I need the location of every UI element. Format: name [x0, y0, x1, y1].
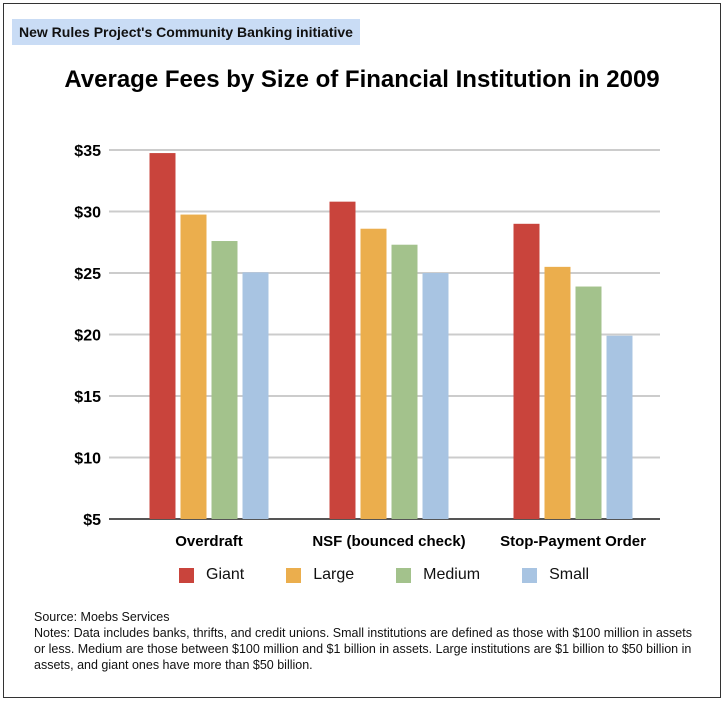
legend-label: Large	[313, 566, 355, 583]
bar-large	[180, 214, 207, 519]
chart-title: Average Fees by Size of Financial Instit…	[64, 66, 660, 93]
bar-giant	[329, 201, 356, 519]
legend-label: Small	[549, 566, 590, 583]
source-text: Source: Moebs Services	[34, 610, 170, 624]
y-tick-label: $15	[74, 389, 101, 406]
y-tick-label: $5	[83, 512, 101, 529]
bar-large	[544, 266, 571, 519]
bar-medium	[391, 244, 418, 519]
legend-item: Large	[286, 566, 354, 584]
bar-small	[606, 335, 633, 519]
y-tick-label: $20	[74, 328, 101, 345]
chart-frame: New Rules Project's Community Banking in…	[3, 3, 721, 698]
y-tick-label: $10	[74, 451, 101, 468]
bar-giant	[149, 153, 176, 519]
legend-item: Small	[522, 566, 589, 584]
x-tick-label: NSF (bounced check)	[312, 533, 465, 550]
legend: Giant Large Medium Small	[179, 566, 589, 584]
notes-text: Notes: Data includes banks, thrifts, and…	[34, 626, 692, 672]
x-tick-label: Overdraft	[175, 533, 243, 550]
notes: Source: Moebs Services Notes: Data inclu…	[34, 609, 694, 673]
bar-giant	[513, 223, 540, 520]
legend-label: Giant	[206, 566, 245, 583]
legend-swatch	[522, 567, 538, 583]
y-tick-label: $25	[74, 266, 101, 283]
legend-label: Medium	[423, 566, 481, 583]
bar-small	[242, 272, 269, 519]
legend-swatch	[396, 567, 412, 583]
bar-chart: $5 $10 $15 $20 $25 $30 $35 Overdraft NSF (bounce…	[74, 143, 660, 550]
x-tick-label: Stop-Payment Order	[500, 533, 646, 550]
bar-large	[360, 228, 387, 519]
legend-swatch	[179, 567, 194, 583]
y-tick-label: $30	[74, 205, 101, 222]
source-badge: New Rules Project's Community Banking in…	[12, 19, 360, 45]
legend-swatch	[286, 567, 302, 583]
bar-medium	[575, 286, 602, 519]
legend-item: Giant	[179, 566, 244, 584]
legend-item: Medium	[396, 566, 480, 584]
bar-small	[422, 273, 449, 519]
y-tick-label: $35	[74, 143, 101, 160]
bar-medium	[211, 241, 238, 519]
